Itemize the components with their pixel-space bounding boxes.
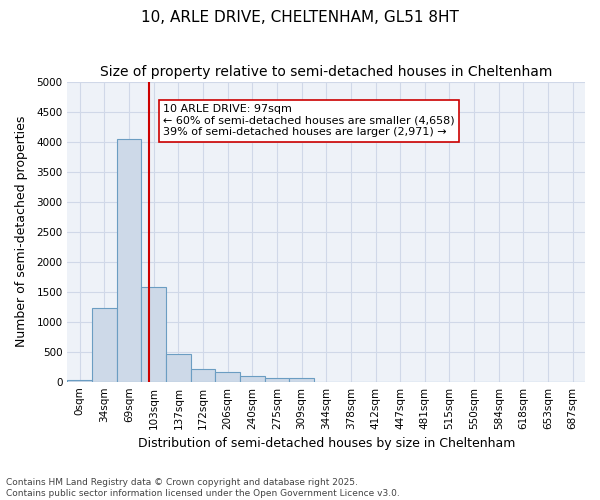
X-axis label: Distribution of semi-detached houses by size in Cheltenham: Distribution of semi-detached houses by … (137, 437, 515, 450)
Bar (92, 308, 117, 382)
Bar (215, 372, 240, 382)
Text: 10, ARLE DRIVE, CHELTENHAM, GL51 8HT: 10, ARLE DRIVE, CHELTENHAM, GL51 8HT (141, 10, 459, 25)
Bar (289, 378, 314, 382)
Bar (191, 370, 215, 382)
Title: Size of property relative to semi-detached houses in Cheltenham: Size of property relative to semi-detach… (100, 65, 553, 79)
Text: Contains HM Land Registry data © Crown copyright and database right 2025.
Contai: Contains HM Land Registry data © Crown c… (6, 478, 400, 498)
Bar (117, 138, 142, 382)
Bar (166, 354, 191, 382)
Y-axis label: Number of semi-detached properties: Number of semi-detached properties (15, 116, 28, 348)
Bar (240, 376, 265, 382)
Bar (142, 287, 166, 382)
Bar (67, 380, 92, 382)
Bar (265, 378, 289, 382)
Text: 10 ARLE DRIVE: 97sqm
← 60% of semi-detached houses are smaller (4,658)
39% of se: 10 ARLE DRIVE: 97sqm ← 60% of semi-detac… (163, 104, 455, 138)
